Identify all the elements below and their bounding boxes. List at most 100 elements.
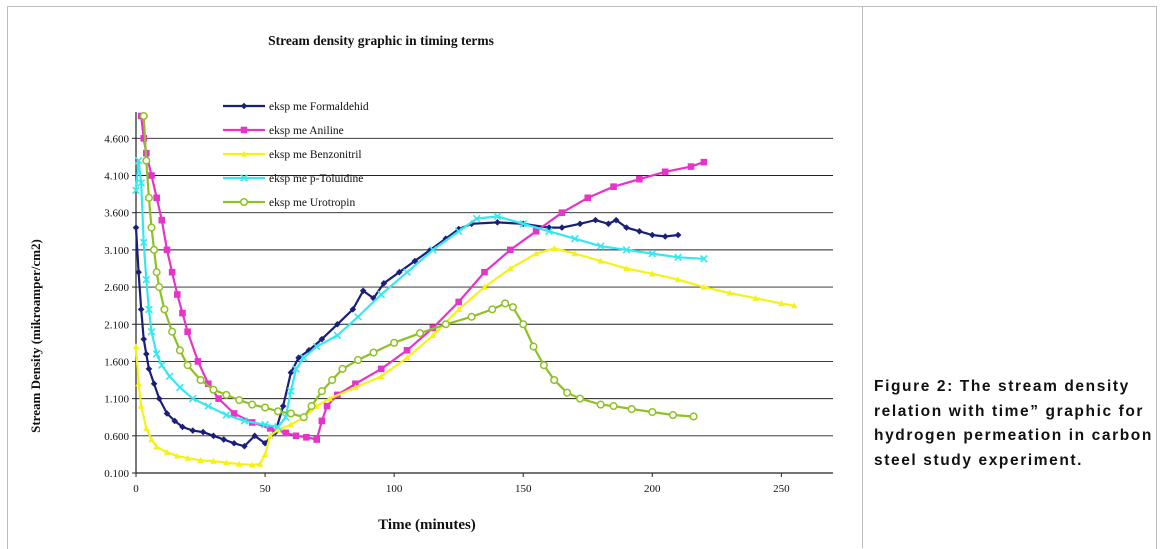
data-point bbox=[333, 331, 342, 340]
data-point bbox=[142, 156, 151, 165]
data-point bbox=[323, 402, 331, 410]
data-point bbox=[501, 299, 510, 308]
data-point bbox=[168, 327, 177, 336]
data-point bbox=[282, 429, 290, 437]
data-point bbox=[532, 250, 540, 257]
data-point bbox=[150, 380, 158, 388]
data-point bbox=[307, 402, 316, 411]
data-point bbox=[661, 168, 669, 176]
data-point bbox=[415, 329, 425, 338]
data-point bbox=[261, 439, 269, 447]
series-3 bbox=[132, 245, 798, 468]
data-point bbox=[700, 254, 708, 263]
data-point bbox=[145, 305, 153, 314]
data-point bbox=[778, 300, 785, 307]
data-point bbox=[790, 302, 798, 309]
data-point bbox=[507, 246, 514, 254]
data-point bbox=[286, 409, 295, 418]
legend-label: eksp me Formaldehid bbox=[269, 101, 369, 113]
series-line bbox=[142, 115, 694, 419]
y-tick-label: 1.100 bbox=[104, 394, 129, 406]
data-point bbox=[223, 459, 230, 466]
data-point bbox=[140, 335, 148, 343]
data-point bbox=[563, 388, 572, 397]
data-point bbox=[429, 246, 437, 254]
data-point bbox=[132, 186, 140, 195]
data-point bbox=[441, 320, 450, 329]
data-point bbox=[575, 394, 585, 403]
data-point bbox=[303, 434, 310, 441]
data-point bbox=[143, 350, 150, 358]
y-tick-label: 4.100 bbox=[104, 171, 129, 183]
data-point bbox=[377, 365, 385, 373]
data-point bbox=[248, 400, 257, 409]
data-point bbox=[352, 384, 359, 391]
data-point bbox=[179, 309, 186, 317]
data-point bbox=[570, 234, 579, 243]
data-point bbox=[176, 383, 184, 392]
data-point bbox=[550, 245, 558, 252]
data-point bbox=[313, 436, 321, 443]
data-point bbox=[592, 216, 599, 224]
data-point bbox=[222, 390, 231, 399]
x-tick-label: 50 bbox=[260, 483, 272, 495]
data-point bbox=[648, 270, 656, 277]
data-point bbox=[674, 276, 682, 283]
y-tick-label: 3.100 bbox=[104, 245, 129, 257]
data-point bbox=[529, 342, 538, 351]
data-point bbox=[318, 335, 326, 343]
data-point bbox=[377, 290, 386, 299]
data-point bbox=[494, 219, 501, 226]
data-point bbox=[220, 436, 228, 443]
data-point bbox=[429, 332, 437, 339]
data-point bbox=[700, 283, 708, 290]
data-point bbox=[204, 380, 212, 388]
data-point bbox=[248, 461, 256, 468]
data-point bbox=[153, 194, 160, 202]
data-point bbox=[137, 402, 145, 409]
data-point bbox=[380, 280, 388, 287]
data-point bbox=[222, 411, 231, 419]
data-point bbox=[299, 353, 308, 362]
data-point bbox=[158, 216, 166, 224]
data-point bbox=[455, 225, 462, 233]
data-point bbox=[493, 212, 502, 221]
data-point bbox=[287, 369, 295, 376]
data-point bbox=[317, 387, 326, 396]
data-point bbox=[752, 294, 759, 301]
y-tick-label: 3.600 bbox=[104, 208, 129, 220]
data-point bbox=[622, 246, 631, 254]
data-point bbox=[175, 346, 184, 355]
data-point bbox=[648, 249, 657, 258]
data-point bbox=[183, 361, 192, 370]
data-point bbox=[157, 361, 166, 370]
data-point bbox=[184, 328, 191, 335]
data-point bbox=[152, 268, 161, 277]
data-point bbox=[197, 457, 204, 463]
data-point bbox=[377, 373, 385, 379]
y-tick-label: 1.600 bbox=[104, 356, 129, 368]
data-point bbox=[596, 242, 605, 251]
data-point bbox=[165, 372, 174, 381]
data-point bbox=[266, 425, 274, 432]
data-point bbox=[545, 227, 553, 236]
data-point bbox=[150, 245, 159, 254]
data-point bbox=[137, 179, 146, 187]
y-axis-label: Stream Density (mikroamper/cm2) bbox=[28, 239, 43, 433]
data-point bbox=[274, 423, 282, 431]
data-point bbox=[584, 194, 592, 202]
data-point bbox=[155, 395, 163, 402]
data-point bbox=[488, 305, 497, 314]
data-point bbox=[519, 320, 528, 329]
data-point bbox=[519, 219, 528, 228]
legend-label: eksp me Benzonitril bbox=[269, 149, 362, 161]
data-point bbox=[256, 460, 264, 467]
line-chart: Stream density graphic in timing terms T… bbox=[28, 33, 833, 533]
data-point bbox=[163, 410, 171, 417]
data-point bbox=[661, 233, 669, 240]
data-point bbox=[359, 287, 367, 295]
data-point bbox=[235, 460, 243, 467]
data-point bbox=[210, 432, 217, 440]
data-point bbox=[235, 396, 244, 405]
legend-label: eksp me Aniline bbox=[269, 125, 344, 137]
